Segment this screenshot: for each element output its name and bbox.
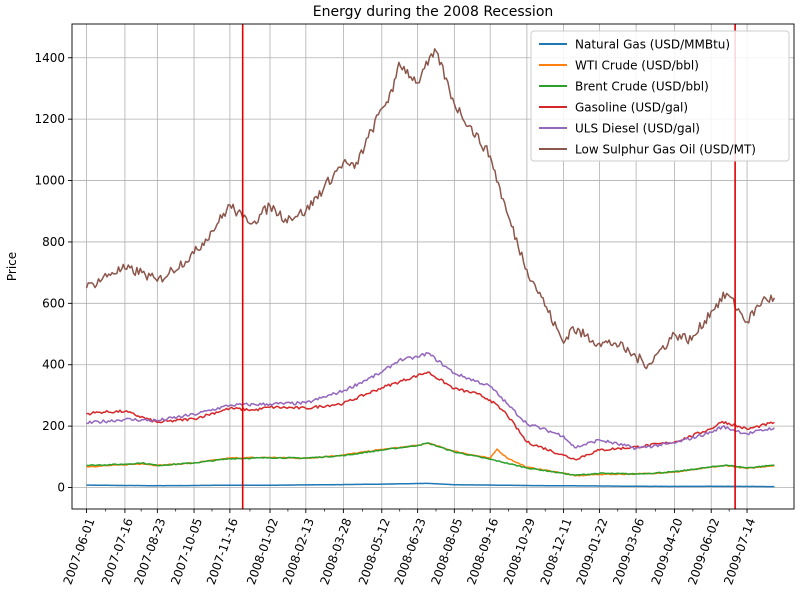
x-tick-label: 2008-05-12 bbox=[356, 516, 393, 586]
y-tick-label: 1200 bbox=[34, 112, 65, 126]
series-line-3 bbox=[86, 371, 775, 461]
chart-title: Energy during the 2008 Recession bbox=[313, 4, 554, 20]
legend-label-5: Low Sulphur Gas Oil (USD/MT) bbox=[575, 143, 756, 157]
x-tick-label: 2007-08-23 bbox=[131, 516, 168, 586]
y-tick-label: 200 bbox=[42, 419, 65, 433]
legend-label-4: ULS Diesel (USD/gal) bbox=[575, 122, 700, 136]
series-line-1 bbox=[86, 442, 775, 477]
x-tick-label: 2008-01-02 bbox=[244, 516, 281, 586]
x-tick-label: 2009-04-20 bbox=[649, 516, 686, 586]
series-line-0 bbox=[86, 482, 775, 488]
series-line-4 bbox=[86, 352, 775, 451]
y-tick-label: 400 bbox=[42, 358, 65, 372]
legend-label-2: Brent Crude (USD/bbl) bbox=[575, 80, 709, 94]
x-tick-label: 2009-01-22 bbox=[573, 516, 610, 586]
y-axis-label: Price bbox=[5, 252, 19, 281]
legend-label-3: Gasoline (USD/gal) bbox=[575, 101, 688, 115]
series-line-2 bbox=[86, 442, 775, 476]
x-tick-label: 2008-02-13 bbox=[280, 516, 317, 586]
series-line-5 bbox=[85, 48, 776, 370]
y-tick-label: 0 bbox=[57, 481, 65, 495]
x-tick-label: 2008-06-23 bbox=[392, 516, 429, 586]
x-tick-label: 2008-08-05 bbox=[428, 516, 465, 586]
x-tick-label: 2007-11-16 bbox=[204, 516, 241, 586]
x-tick-label: 2008-03-28 bbox=[317, 516, 354, 586]
legend-box bbox=[530, 30, 790, 162]
x-tick-label: 2008-10-29 bbox=[501, 516, 538, 586]
y-tick-label: 600 bbox=[42, 296, 65, 310]
x-tick-label: 2009-06-02 bbox=[685, 516, 722, 586]
y-tick-label: 1000 bbox=[34, 174, 65, 188]
x-tick-label: 2009-03-06 bbox=[610, 516, 647, 586]
x-tick-label: 2008-09-16 bbox=[464, 516, 501, 586]
x-tick-label: 2007-07-16 bbox=[99, 516, 136, 586]
legend-label-0: Natural Gas (USD/MMBtu) bbox=[575, 38, 730, 52]
x-tick-label: 2009-07-14 bbox=[721, 516, 758, 586]
x-tick-label: 2007-10-05 bbox=[168, 516, 205, 586]
legend-label-1: WTI Crude (USD/bbl) bbox=[575, 59, 699, 73]
y-tick-label: 800 bbox=[42, 235, 65, 249]
x-tick-label: 2008-12-11 bbox=[538, 516, 575, 586]
y-tick-label: 1400 bbox=[34, 51, 65, 65]
plot-frame bbox=[71, 23, 795, 510]
x-tick-label: 2007-06-01 bbox=[61, 516, 98, 586]
